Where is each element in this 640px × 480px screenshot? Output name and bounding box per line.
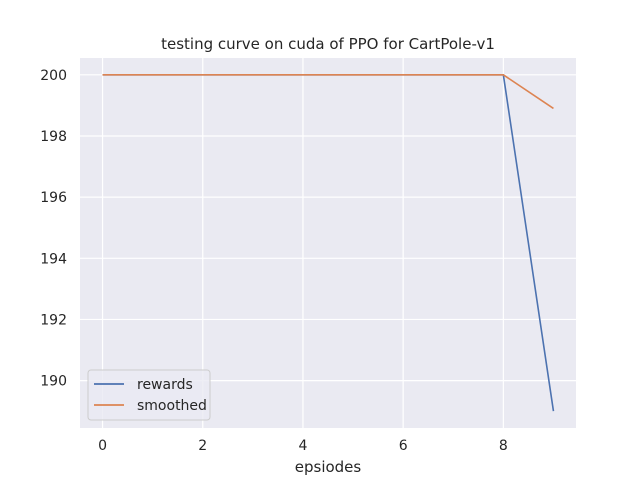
series-lines bbox=[102, 74, 555, 412]
plot-background bbox=[80, 58, 576, 428]
x-tick-label: 2 bbox=[198, 438, 207, 454]
y-tick-label: 192 bbox=[40, 312, 67, 328]
legend: rewards smoothed bbox=[87, 369, 211, 421]
y-tick-label: 190 bbox=[40, 374, 67, 390]
legend-label-smoothed: smoothed bbox=[137, 398, 207, 414]
y-tick-label: 194 bbox=[40, 251, 67, 267]
x-tick-label: 4 bbox=[298, 438, 307, 454]
x-tick-label: 0 bbox=[98, 438, 107, 454]
x-tick-label: 8 bbox=[499, 438, 508, 454]
y-tick-label: 196 bbox=[40, 190, 67, 206]
x-axis-label: epsiodes bbox=[295, 458, 362, 476]
legend-box bbox=[87, 369, 211, 421]
y-tick-label: 198 bbox=[40, 129, 67, 145]
y-tick-labels: 190 192 194 196 198 200 bbox=[40, 68, 67, 390]
x-tick-labels: 0 2 4 6 8 bbox=[98, 438, 508, 454]
series-line-smoothed bbox=[102, 74, 554, 110]
y-tick-label: 200 bbox=[40, 68, 67, 84]
chart-title: testing curve on cuda of PPO for CartPol… bbox=[161, 35, 495, 53]
legend-label-rewards: rewards bbox=[137, 377, 193, 393]
x-tick-label: 6 bbox=[399, 438, 408, 454]
